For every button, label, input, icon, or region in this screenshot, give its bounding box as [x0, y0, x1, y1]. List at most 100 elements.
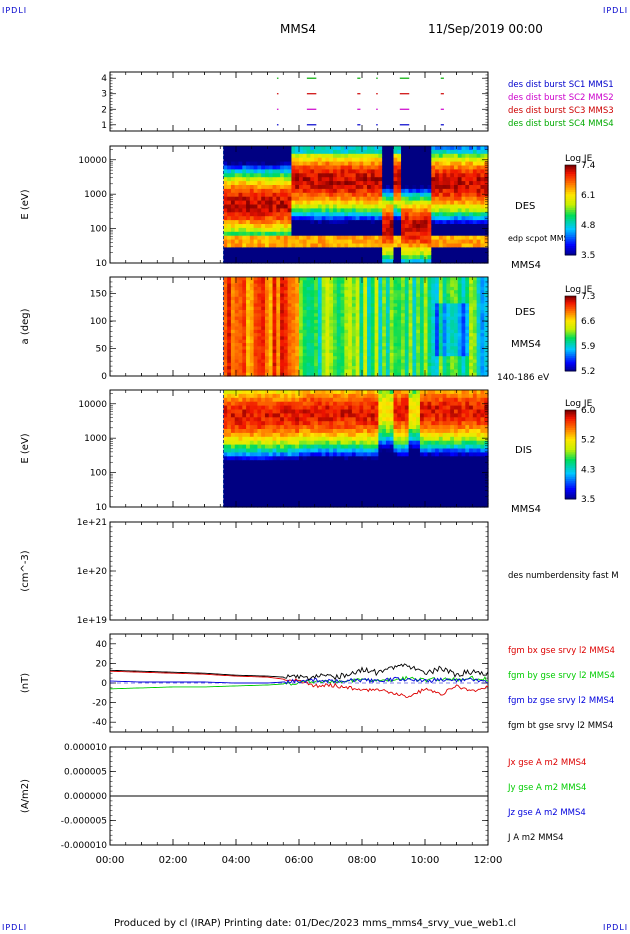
des_pitch-ytick-label: 0 — [101, 372, 107, 382]
dis_energy-colorbar-tick: 5.2 — [581, 436, 595, 446]
des_energy-colorbar-cell — [565, 221, 576, 224]
des_energy-colorbar-cell — [565, 176, 576, 179]
des_energy-colorbar-cell — [565, 214, 576, 218]
dis_energy-colorbar-cell — [565, 412, 576, 415]
des_energy-colorbar-tick: 7.4 — [581, 161, 596, 171]
des_energy-colorbar-tick: 3.5 — [581, 251, 595, 261]
burst-ytick-label: 1 — [101, 121, 107, 131]
dis_energy-colorbar-cell — [565, 427, 576, 431]
dis_energy-colorbar-frame — [564, 409, 577, 500]
dis_energy-colorbar-cell — [565, 492, 576, 496]
fgm-series-4 — [110, 663, 489, 681]
fgm-legend-1: fgm bx gse srvy l2 MMS4 — [508, 646, 615, 656]
dis_energy-colorbar-cell — [565, 474, 576, 478]
fgm-legend-2: fgm by gse srvy l2 MMS4 — [508, 671, 615, 681]
dis_energy-colorbar-cell — [565, 487, 576, 491]
density-legend: des numberdensity fast M — [508, 571, 619, 581]
des_pitch-colorbar-cell — [565, 299, 576, 303]
dis_energy-colorbar-tick: 6.0 — [581, 406, 596, 416]
burst-legend-1: des dist burst SC1 MMS1 — [508, 80, 614, 90]
dis_energy-colorbar-cell — [565, 425, 576, 429]
des_pitch-colorbar-cell — [565, 352, 576, 355]
des_energy-colorbar-cell — [565, 225, 576, 229]
fgm-series-1 — [109, 670, 489, 698]
des_energy-colorbar-cell — [565, 196, 576, 200]
des_pitch-colorbar-cell — [565, 350, 576, 353]
des_pitch-colorbar-cell — [565, 342, 576, 346]
fgm-ytick-label: 0 — [101, 679, 107, 689]
des_energy-ytick-label: 1000 — [84, 190, 107, 200]
des_energy-colorbar-cell — [565, 252, 576, 256]
fgm-ytick-label: 40 — [96, 640, 108, 650]
pitch-energy-label: 140-186 eV — [497, 373, 550, 383]
dis_energy-colorbar-cell — [565, 472, 576, 476]
des_pitch-colorbar-cell — [565, 303, 576, 306]
dis_energy-colorbar-cell — [565, 483, 576, 487]
des_pitch-colorbar-cell — [565, 337, 576, 340]
des_pitch-colorbar-cell — [565, 369, 576, 372]
fgm-ylabel: (nT) — [20, 673, 31, 693]
des_energy-ytick-label: 10000 — [78, 156, 107, 166]
dis_energy-colorbar-cell — [565, 454, 576, 458]
dis-energy-spacecraft: MMS4 — [511, 504, 541, 515]
des_pitch-colorbar-tick: 7.3 — [581, 292, 595, 302]
dis_energy-colorbar-cell — [565, 434, 576, 438]
des_pitch-colorbar-cell — [565, 363, 576, 366]
des_energy-colorbar-cell — [565, 171, 576, 175]
des_pitch-colorbar-cell — [565, 324, 576, 327]
dis_energy-colorbar-cell — [565, 476, 576, 480]
time-tick-label: 00:00 — [96, 855, 125, 866]
dis_energy-colorbar-cell — [565, 485, 576, 489]
burst-ytick-label: 4 — [101, 74, 107, 84]
dis_energy-colorbar-cell — [565, 430, 576, 433]
dis_energy-colorbar-cell — [565, 461, 576, 464]
burst-frame — [109, 71, 489, 132]
des_energy-colorbar-cell — [565, 187, 576, 191]
des_pitch-colorbar-cell — [565, 314, 576, 318]
des_energy-colorbar-cell — [565, 203, 576, 206]
dis_energy-colorbar-cell — [565, 414, 576, 418]
des_energy-colorbar-title: Log JE — [565, 154, 593, 164]
des_energy-colorbar-cell — [565, 216, 576, 220]
des_pitch-colorbar-cell — [565, 297, 576, 301]
fgm-series-3 — [109, 676, 489, 685]
dis_energy-colorbar-cell — [565, 443, 576, 447]
dis_energy-colorbar-cell — [565, 494, 576, 498]
des_energy-colorbar-cell — [565, 228, 576, 231]
dis_energy-colorbar-cell — [565, 467, 576, 471]
des_pitch-colorbar-cell — [565, 361, 576, 364]
dis_energy-ytick-label: 10 — [96, 503, 108, 513]
des_pitch-colorbar-cell — [565, 326, 576, 329]
des_energy-colorbar-cell — [565, 248, 576, 251]
des_energy-colorbar-cell — [565, 174, 576, 177]
dis_energy-colorbar-cell — [565, 418, 576, 422]
burst-legend-2: des dist burst SC2 MMS2 — [508, 93, 614, 103]
des_pitch-colorbar-cell — [565, 322, 576, 325]
des_energy-colorbar-cell — [565, 185, 576, 188]
des_energy-colorbar-cell — [565, 194, 576, 197]
des_pitch-ylabel: a (deg) — [20, 308, 31, 344]
datetime-title: 11/Sep/2019 00:00 — [428, 22, 543, 36]
burst-ytick-label: 3 — [101, 90, 107, 100]
burst-ytick-label: 2 — [101, 105, 107, 115]
dis_energy-colorbar-cell — [565, 450, 576, 453]
fgm-legend-4: fgm bt gse srvy l2 MMS4 — [508, 721, 613, 731]
dis_energy-colorbar-tick: 3.5 — [581, 495, 595, 505]
dis_energy-colorbar-cell — [565, 432, 576, 435]
current-ytick-label: 0.000010 — [64, 743, 107, 753]
dis_energy-ytick-label: 1000 — [84, 434, 107, 444]
des_pitch-colorbar-cell — [565, 339, 576, 342]
des_energy-colorbar-cell — [565, 239, 576, 242]
des_pitch-colorbar-cell — [565, 311, 576, 314]
corner-tag-top-right: IPDLI — [603, 6, 629, 15]
des_pitch-colorbar-cell — [565, 357, 576, 361]
corner-tag-bottom-left: IPDLI — [2, 923, 28, 932]
time-tick-label: 08:00 — [348, 855, 377, 866]
current-legend-4: J A m2 MMS4 — [507, 833, 564, 843]
dis-energy-label: DIS — [515, 445, 532, 456]
spacecraft-title: MMS4 — [280, 22, 316, 36]
des_energy-ylabel: E (eV) — [20, 189, 31, 219]
des_pitch-colorbar-cell — [565, 301, 576, 304]
fgm-ytick-label: -20 — [92, 699, 107, 709]
des_energy-colorbar-cell — [565, 243, 576, 247]
